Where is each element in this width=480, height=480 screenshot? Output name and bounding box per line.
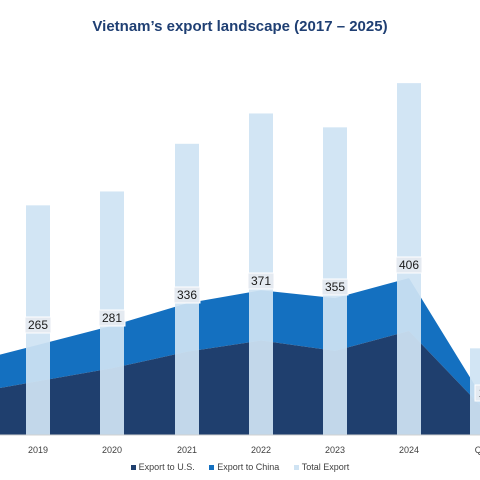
data-label: 406: [399, 258, 419, 272]
x-tick-label: 2022: [251, 445, 271, 455]
x-tick-label: 2024: [399, 445, 419, 455]
legend-label-total: Total Export: [301, 462, 350, 472]
legend-label-china: Export to China: [217, 462, 280, 472]
x-tick-label: 2021: [177, 445, 197, 455]
data-label: 336: [177, 288, 197, 302]
data-label: 265: [28, 318, 48, 332]
legend-item-total: Total Export: [293, 462, 350, 472]
legend-swatch-us: [130, 465, 136, 471]
legend-swatch-china: [209, 465, 215, 471]
x-tick-label: 2019: [28, 445, 48, 455]
legend-swatch-total: [293, 465, 299, 471]
data-label-box: [98, 309, 126, 327]
data-label: 281: [102, 311, 122, 325]
data-label-box: [321, 278, 349, 296]
legend-item-china: Export to China: [209, 462, 279, 472]
data-label: 371: [251, 274, 271, 288]
data-label-box: [24, 316, 52, 334]
chart-title: Vietnam’s export landscape (2017 – 2025): [92, 18, 388, 35]
x-tick-label: 2020: [102, 445, 122, 455]
data-label: 355: [325, 280, 345, 294]
data-label-box: [173, 286, 201, 304]
x-tick-label: Q1/: [475, 445, 480, 455]
data-label-box: [395, 256, 423, 274]
legend-label-us: Export to U.S.: [138, 462, 195, 472]
data-label-box: [247, 272, 275, 290]
data-label-box: [474, 384, 480, 402]
legend: Export to U.S. Export to China Total Exp…: [0, 462, 480, 472]
x-tick-label: 2023: [325, 445, 345, 455]
area-export-china: [0, 278, 480, 406]
legend-item-us: Export to U.S.: [130, 462, 195, 472]
data-label: 1: [479, 386, 480, 400]
